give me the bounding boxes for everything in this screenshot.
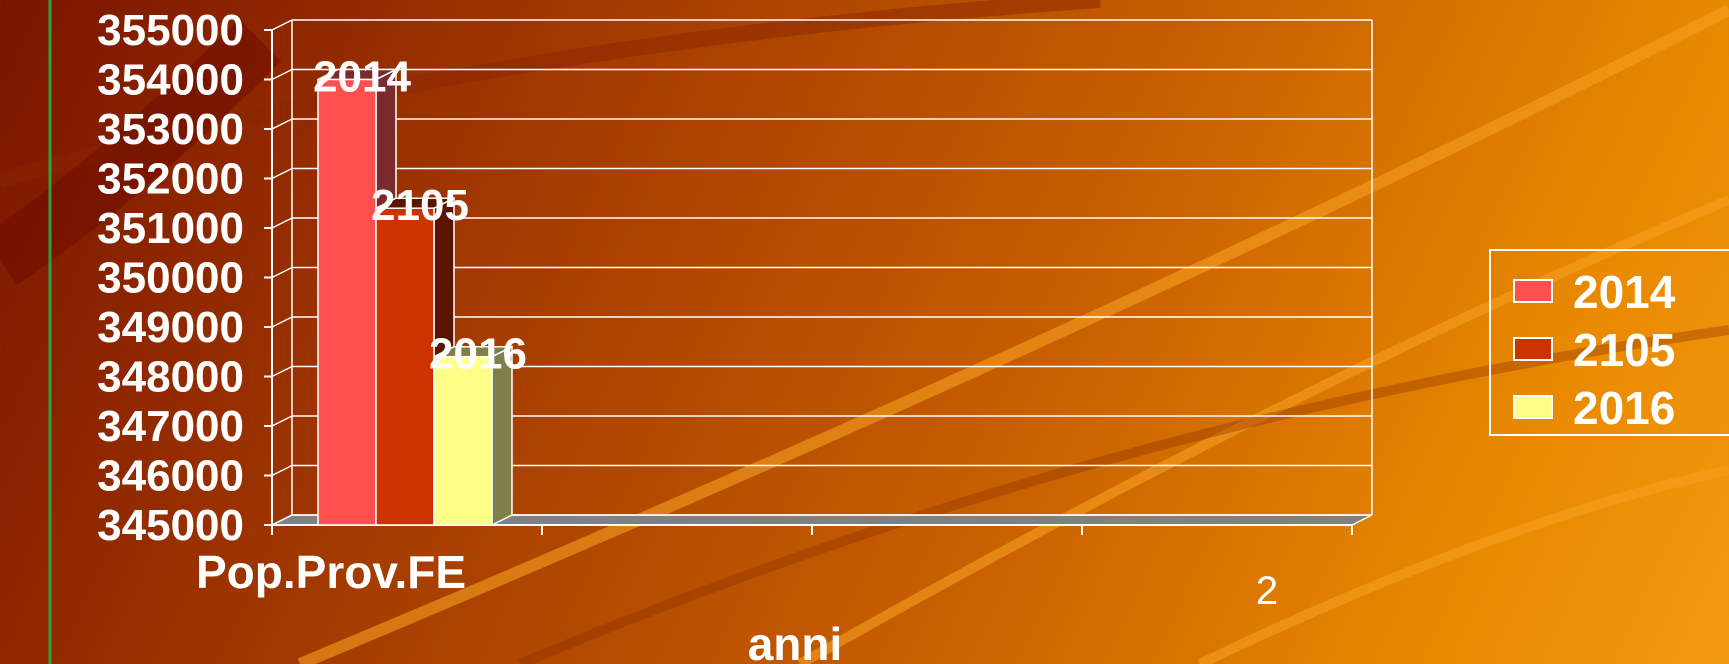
side-gridline <box>271 316 293 328</box>
y-tick-label: 346000 <box>97 452 244 501</box>
legend-label: 2105 <box>1573 324 1676 376</box>
side-gridline <box>271 19 293 31</box>
page-number: 2 <box>1256 569 1278 613</box>
y-tick-label: 353000 <box>97 105 244 154</box>
bar-front <box>433 355 493 526</box>
y-tick-labels: 3450003460003470003480003490003500003510… <box>97 6 244 550</box>
legend-swatch <box>1513 279 1553 303</box>
bar-front <box>317 78 377 526</box>
legend-label: 2016 <box>1573 382 1676 434</box>
y-tick-label: 345000 <box>97 501 244 550</box>
bar-2016 <box>433 345 513 527</box>
data-label-2014: 2014 <box>313 53 411 102</box>
y-tick-label: 347000 <box>97 402 244 451</box>
y-tick-label: 355000 <box>97 6 244 55</box>
side-gridline <box>271 68 293 81</box>
legend-label: 2014 <box>1573 266 1676 318</box>
y-tick-label: 348000 <box>97 353 244 402</box>
data-label-2105: 2105 <box>371 181 469 230</box>
bar-2014 <box>317 68 397 527</box>
bars <box>317 68 513 527</box>
y-tick-label: 351000 <box>97 204 244 253</box>
y-tick-label: 352000 <box>97 155 244 204</box>
data-label-2016: 2016 <box>429 330 527 379</box>
legend-swatch <box>1513 337 1553 361</box>
y-tick-label: 350000 <box>97 254 244 303</box>
side-gridline <box>271 514 293 526</box>
x-category-label: Pop.Prov.FE <box>196 546 466 598</box>
bar-front <box>375 207 435 526</box>
y-tick-label: 354000 <box>97 56 244 105</box>
side-gridline <box>271 415 293 427</box>
side-gridline <box>271 167 293 180</box>
side-gridline <box>271 118 293 130</box>
data-labels: 2014 2105 2016 <box>313 53 527 379</box>
legend: 2014 2105 2016 <box>1489 249 1729 436</box>
legend-swatch <box>1513 395 1553 419</box>
side-gridline <box>271 217 293 229</box>
side-gridline <box>271 266 293 279</box>
x-axis-title: anni <box>748 618 843 664</box>
side-gridline <box>271 365 293 378</box>
y-tick-label: 349000 <box>97 303 244 352</box>
side-gridline <box>271 464 293 477</box>
